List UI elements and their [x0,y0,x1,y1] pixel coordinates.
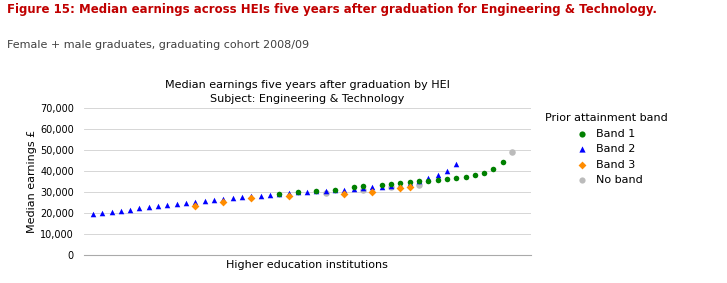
Band 1 [432,178,443,182]
Band 2 [208,198,220,202]
Band 2 [199,199,211,203]
Band 2 [395,183,406,188]
Band 3 [283,194,294,198]
Band 1 [348,185,360,190]
No band [320,190,332,195]
Band 2 [348,187,360,191]
Band 2 [105,209,117,214]
Band 1 [422,179,434,183]
Band 3 [246,196,257,200]
Band 3 [395,186,406,191]
Band 1 [376,183,387,188]
Band 2 [273,192,285,196]
Band 2 [264,192,276,197]
Band 2 [376,185,387,190]
Band 2 [97,210,108,215]
Band 2 [320,188,332,193]
No band [385,185,397,190]
Band 2 [413,179,425,183]
Band 2 [124,207,136,212]
Band 2 [403,181,415,185]
Band 3 [190,204,201,209]
Band 2 [115,208,126,213]
Band 2 [451,162,462,167]
No band [506,149,518,154]
Band 1 [497,160,509,164]
Band 2 [87,211,99,216]
Band 2 [217,197,229,201]
Band 3 [339,192,350,196]
Band 1 [310,188,322,193]
Band 2 [236,195,248,199]
Band 2 [180,201,192,205]
Band 1 [292,189,304,194]
Legend: Band 1, Band 2, Band 3, No band: Band 1, Band 2, Band 3, No band [545,113,668,185]
Band 1 [395,181,406,185]
Band 2 [134,206,145,211]
Band 2 [143,205,155,210]
Band 2 [441,168,453,173]
Title: Median earnings five years after graduation by HEI
Subject: Engineering & Techno: Median earnings five years after graduat… [165,80,449,104]
Band 2 [292,189,304,194]
Band 2 [339,187,350,192]
Text: Female + male graduates, graduating cohort 2008/09: Female + male graduates, graduating coho… [7,40,310,50]
No band [413,183,425,188]
Band 2 [161,203,173,207]
Band 1 [403,180,415,185]
Band 1 [469,173,481,177]
Band 2 [432,173,443,177]
Band 2 [302,189,313,194]
Band 2 [422,176,434,180]
Band 1 [478,170,490,175]
Band 2 [283,190,294,195]
Band 2 [357,186,369,191]
Band 2 [254,194,266,198]
Band 1 [357,184,369,189]
Band 1 [451,176,462,180]
Band 2 [153,204,164,209]
No band [357,187,369,192]
Band 2 [366,185,378,190]
Band 3 [217,200,229,204]
Band 2 [385,184,397,189]
Y-axis label: Median earnings £: Median earnings £ [27,130,37,233]
Band 2 [246,194,257,198]
Band 2 [190,200,201,204]
Band 1 [441,177,453,181]
Band 3 [366,189,378,194]
Band 1 [459,175,471,179]
Band 1 [329,187,341,192]
Band 2 [310,188,322,193]
Band 1 [488,166,499,171]
Text: Figure 15: Median earnings across HEIs five years after graduation for Engineeri: Figure 15: Median earnings across HEIs f… [7,3,657,16]
Band 1 [413,179,425,183]
Band 2 [227,196,238,200]
Band 1 [273,192,285,196]
X-axis label: Higher education institutions: Higher education institutions [226,260,388,270]
Band 1 [385,182,397,186]
Band 2 [171,202,182,207]
Band 2 [329,187,341,192]
Band 3 [403,185,415,190]
